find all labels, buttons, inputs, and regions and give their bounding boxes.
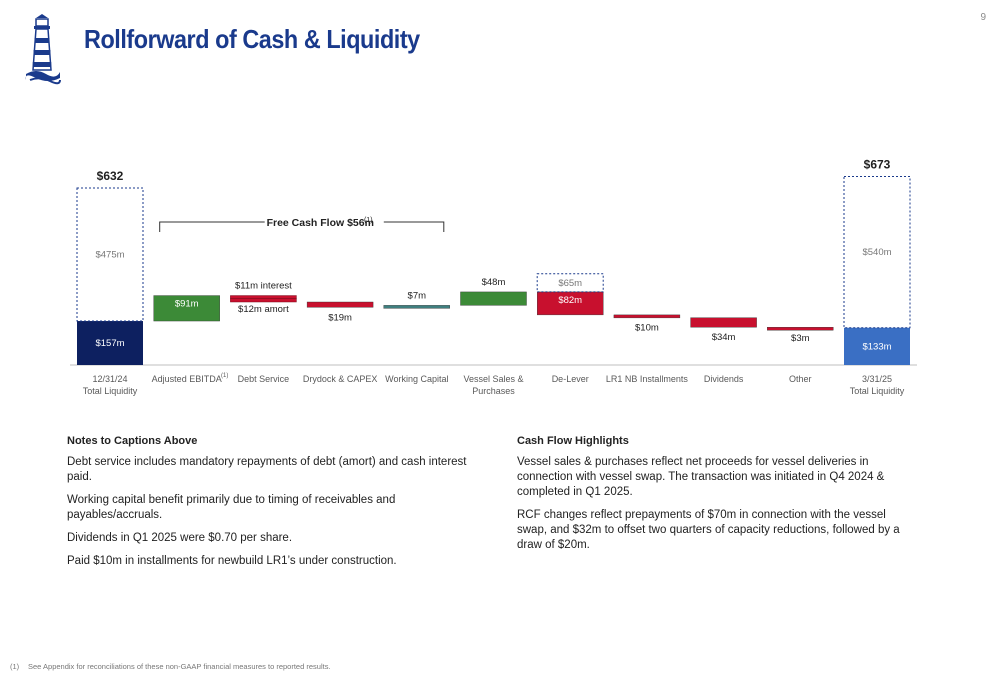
label-step-7: $10m [635, 323, 659, 334]
free-cash-flow-superscript: (1) [364, 217, 373, 224]
label-start-rcf: $475m [95, 250, 124, 261]
bar-debt-service-amort [230, 298, 297, 303]
free-cash-flow-label: Free Cash Flow $56m [267, 217, 374, 229]
notes-heading: Notes to Captions Above [67, 435, 198, 447]
x-tick-label: Debt Service [238, 374, 290, 384]
bar-end-rcf [843, 176, 911, 329]
x-tick-label: 3/31/25 [862, 374, 892, 384]
bar-step-4 [383, 305, 450, 309]
x-tick-label: Other [789, 374, 812, 384]
footnote: (1) See Appendix for reconciliations of t… [10, 662, 331, 671]
bar-step-9 [767, 326, 834, 331]
x-tick-label: Working Capital [385, 374, 448, 384]
label-debt-amort: $12m amort [238, 304, 289, 315]
highlights-heading: Cash Flow Highlights [517, 435, 629, 447]
bar-step-3 [306, 301, 374, 308]
x-tick-label: Vessel Sales & [463, 374, 523, 384]
x-tick-label: De-Lever [552, 374, 589, 384]
label-start-cash: $157m [95, 338, 124, 349]
x-tick-label-line2: Total Liquidity [83, 386, 138, 396]
highlight-item: Vessel sales & purchases reflect net pro… [517, 456, 885, 498]
label-step-9: $3m [791, 333, 810, 344]
x-tick-label: LR1 NB Installments [606, 374, 689, 384]
label-step-6: $82m [558, 295, 582, 306]
x-tick-label: Drydock & CAPEX [303, 374, 378, 384]
liquidity-waterfall-chart: $157m $475m $632 $91m $11m interest $12m amor… [70, 158, 917, 396]
bar-start-cash [77, 321, 143, 365]
bar-step-1 [153, 295, 220, 322]
label-debt-interest: $11m interest [235, 281, 292, 292]
x-tick-label-line2: Total Liquidity [850, 386, 905, 396]
bar-delever-rcf [536, 273, 604, 293]
note-item: Paid $10m in installments for newbuild L… [67, 555, 397, 567]
notes-section: Notes to Captions Above Debt service inc… [67, 434, 487, 577]
note-item: Debt service includes mandatory repaymen… [67, 456, 467, 483]
bar-debt-service-interest [230, 295, 297, 299]
cash-flow-highlights-section: Cash Flow Highlights Vessel sales & purc… [517, 434, 917, 561]
x-tick-label: Dividends [704, 374, 744, 384]
label-delever-rcf: $65m [558, 278, 582, 289]
label-end-rcf: $540m [862, 247, 891, 258]
label-end-cash: $133m [862, 341, 891, 352]
bar-start-rcf [76, 187, 144, 322]
bar-end-cash [844, 327, 910, 365]
free-cash-flow-bracket [159, 221, 445, 232]
page-number: 9 [980, 12, 986, 23]
page-title: Rollforward of Cash & Liquidity [84, 24, 420, 54]
note-item: Working capital benefit primarily due to… [67, 494, 396, 521]
label-end-total: $673 [864, 158, 891, 172]
label-step-4: $7m [408, 290, 427, 301]
note-item: Dividends in Q1 2025 were $0.70 per shar… [67, 532, 293, 544]
label-step-5: $48m [482, 277, 506, 288]
x-tick-label: Adjusted EBITDA [152, 374, 222, 384]
x-tick-label-line2: Purchases [472, 386, 515, 396]
bar-step-8 [690, 317, 757, 328]
label-step-1: $91m [175, 299, 199, 310]
x-tick-label: 12/31/24 [92, 374, 127, 384]
label-step-3: $19m [328, 312, 352, 323]
x-tick-superscript: (1) [221, 373, 228, 379]
footnote-text: See Appendix for reconciliations of thes… [28, 662, 331, 671]
bar-step-7 [613, 314, 681, 319]
highlight-item: RCF changes reflect prepayments of $70m … [517, 509, 900, 551]
label-step-8: $34m [712, 332, 736, 343]
label-start-total: $632 [97, 169, 124, 183]
lighthouse-logo-icon [25, 14, 61, 85]
bar-step-5 [460, 291, 527, 306]
footnote-number: (1) [10, 662, 20, 671]
